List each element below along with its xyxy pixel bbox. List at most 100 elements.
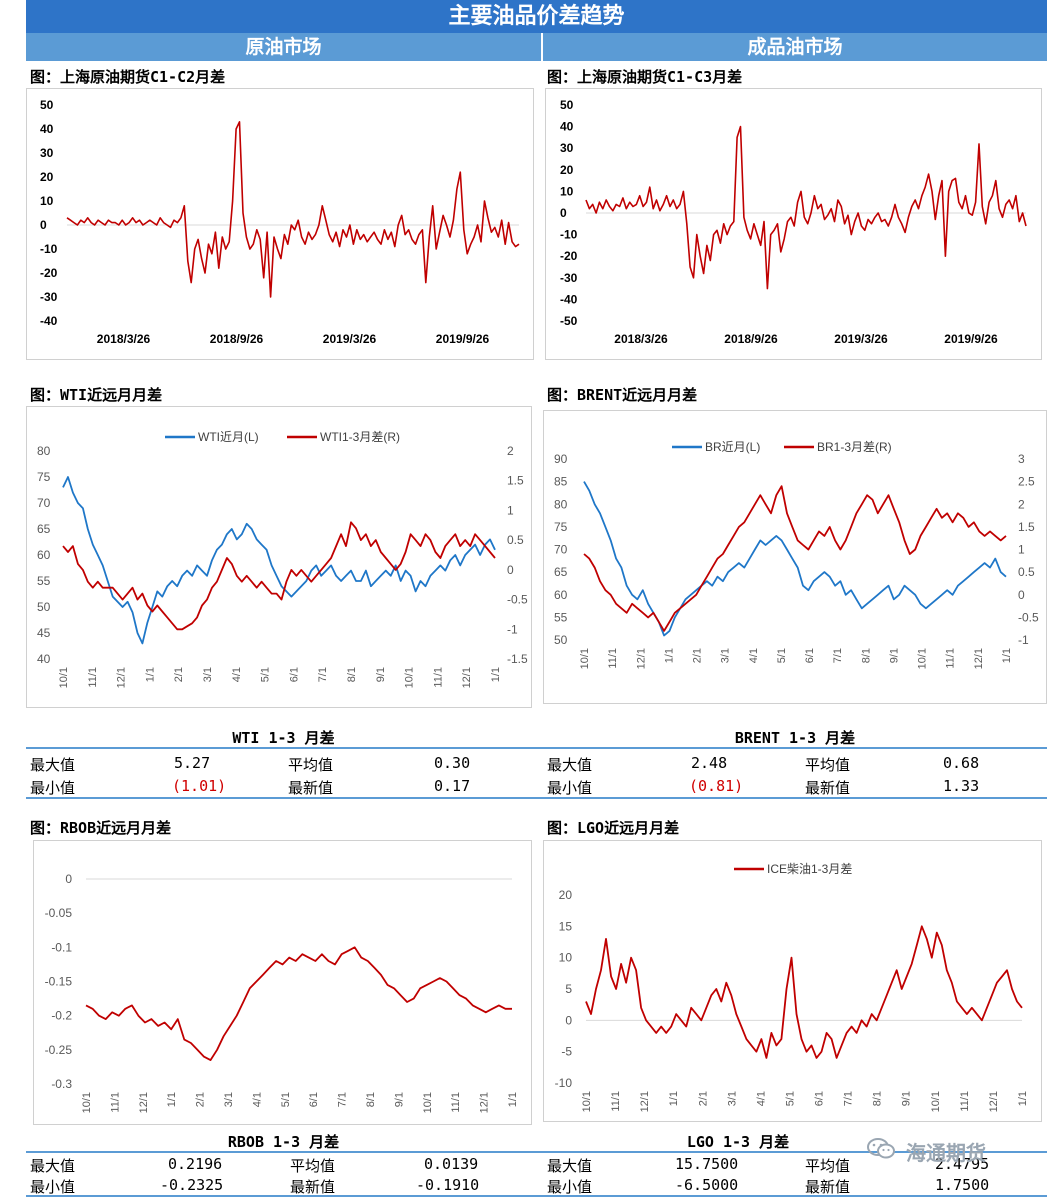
- x-tick-label: 1/1: [1017, 1091, 1029, 1106]
- y-tick-label: -5: [561, 1045, 572, 1059]
- divider: [26, 747, 1047, 749]
- y-tick-label: 30: [560, 141, 574, 155]
- x-tick-label: 7/1: [832, 648, 844, 663]
- y-tick-label: 90: [554, 452, 568, 466]
- x-tick-label: 8/1: [872, 1091, 884, 1106]
- y-tick-label: -20: [560, 249, 578, 263]
- label-min: 最小值: [30, 779, 76, 797]
- y-tick-label: 55: [554, 610, 568, 624]
- caption-lgo: 图：LGO近远月月差: [547, 819, 680, 837]
- y-tick-label: -0.1: [51, 940, 72, 954]
- series-line-1: [85, 946, 512, 1062]
- label-latest: 最新值: [288, 779, 334, 797]
- y-tick-label: 5: [565, 982, 572, 996]
- y-tick-label: -30: [40, 290, 58, 304]
- x-tick-label: 1/1: [144, 667, 156, 682]
- x-tick-label: 12/1: [988, 1091, 1000, 1112]
- value-avg: 2.4795: [935, 1155, 990, 1173]
- value-max: 5.27: [174, 754, 211, 772]
- x-tick-label: 12/1: [138, 1092, 150, 1113]
- x-tick-label: 3/1: [726, 1091, 738, 1106]
- y-tick-label: -30: [560, 271, 578, 285]
- y-tick-label: 75: [37, 470, 51, 484]
- divider: [26, 1151, 1047, 1153]
- x-tick-label: 4/1: [755, 1091, 767, 1106]
- x-tick-label: 1/1: [166, 1092, 178, 1107]
- x-tick-label: 12/1: [116, 667, 128, 688]
- y2-tick-label: 1.5: [507, 474, 524, 488]
- x-tick-label: 5/1: [260, 667, 272, 682]
- label-latest: 最新值: [290, 1178, 336, 1196]
- stats-row-brent-1: 最大值 2.48 平均值 0.68: [547, 754, 1042, 774]
- value-latest: 0.17: [434, 777, 471, 795]
- x-tick-label: 1/1: [668, 1091, 680, 1106]
- x-tick-label: 11/1: [87, 667, 99, 688]
- x-tick-label: 9/1: [901, 1091, 913, 1106]
- section-header-crude: 原油市场: [26, 33, 541, 61]
- x-tick-label: 2/1: [697, 1091, 709, 1106]
- y-tick-label: -0.25: [45, 1043, 73, 1057]
- y-tick-label: 65: [554, 565, 568, 579]
- y-tick-label: -10: [40, 242, 58, 256]
- label-max: 最大值: [30, 756, 76, 774]
- x-tick-label: 1/1: [1001, 648, 1013, 663]
- x-tick-label: 10/1: [58, 667, 70, 688]
- chart-wti: 80 75 70 65 60 55 50 45 40 2 1.5 1 0.5 0 -0.5 -1 -1.5 10/…: [37, 430, 528, 688]
- y2-tick-label: 0: [507, 563, 514, 577]
- y2-tick-label: 1.5: [1018, 520, 1035, 534]
- x-tick-label: 2019/9/26: [944, 332, 998, 346]
- label-max: 最大值: [547, 1157, 593, 1175]
- series-line-2: [583, 485, 1007, 632]
- x-tick-label: 2/1: [173, 667, 185, 682]
- y-tick-label: -0.05: [45, 906, 73, 920]
- stats-title-rbob: RBOB 1-3 月差: [227, 1133, 340, 1151]
- x-tick-label: 2018/3/26: [97, 332, 151, 346]
- y2-tick-label: 2: [507, 444, 514, 458]
- y2-tick-label: 0.5: [507, 533, 524, 547]
- x-tick-label: 11/1: [432, 667, 444, 688]
- x-tick-label: 7/1: [843, 1091, 855, 1106]
- chart-panel-rbob: 0 -0.05 -0.1 -0.15 -0.2 -0.25 -0.3 10/1 11/1 12/1…: [33, 840, 532, 1125]
- label-avg: 平均值: [805, 756, 851, 774]
- x-tick-label: 2019/9/26: [436, 332, 490, 346]
- x-tick-label: 10/1: [917, 648, 929, 669]
- y-tick-label: 40: [37, 652, 51, 666]
- y-tick-label: 10: [560, 184, 574, 198]
- stats-row-rbob-2: 最小值 -0.2325 最新值 -0.1910: [30, 1176, 540, 1196]
- x-tick-label: 9/1: [393, 1092, 405, 1107]
- x-tick-label: 3/1: [223, 1092, 235, 1107]
- caption-rbob: 图：RBOB近远月月差: [30, 819, 172, 837]
- x-tick-label: 10/1: [930, 1091, 942, 1112]
- section-header-products: 成品油市场: [543, 33, 1047, 61]
- x-tick-label: 11/1: [945, 648, 957, 669]
- y-tick-label: -10: [560, 228, 578, 242]
- y2-tick-label: 2.5: [1018, 475, 1035, 489]
- y-tick-label: 40: [560, 120, 574, 134]
- label-max: 最大值: [547, 756, 593, 774]
- value-latest: -0.1910: [416, 1176, 480, 1194]
- stats-row-rbob-1: 最大值 0.2196 平均值 0.0139: [30, 1155, 540, 1175]
- y2-tick-label: -0.5: [507, 593, 528, 607]
- chart-panel-brent: 90 85 80 75 70 65 60 55 50 3 2.5 2 1.5 1 0.5 0 -0.5 -1 10/…: [543, 410, 1047, 704]
- legend-label: BR近月(L): [705, 440, 760, 454]
- stats-title-brent: BRENT 1-3 月差: [734, 729, 856, 747]
- x-tick-label: 2/1: [195, 1092, 207, 1107]
- label-min: 最小值: [547, 779, 593, 797]
- caption-sc13: 图：上海原油期货C1-C3月差: [547, 68, 743, 86]
- y-tick-label: 0: [565, 1013, 572, 1027]
- y-tick-label: 50: [560, 98, 574, 112]
- x-tick-label: 12/1: [639, 1091, 651, 1112]
- legend-label: BR1-3月差(R): [817, 440, 892, 454]
- chart-panel-sc13: 50 40 30 20 10 0 -10 -20 -30 -40 -50 2018/3/26 2018/…: [545, 88, 1042, 360]
- legend-label: WTI近月(L): [198, 430, 259, 444]
- x-tick-label: 10/1: [581, 1091, 593, 1112]
- label-avg: 平均值: [805, 1157, 851, 1175]
- x-tick-label: 9/1: [888, 648, 900, 663]
- x-tick-label: 3/1: [202, 667, 214, 682]
- y-tick-label: 15: [559, 919, 573, 933]
- caption-brent: 图：BRENT近远月月差: [547, 386, 698, 404]
- x-tick-label: 2019/3/26: [834, 332, 888, 346]
- stats-title-wti: WTI 1-3 月差: [232, 729, 335, 747]
- x-tick-label: 3/1: [720, 648, 732, 663]
- y-tick-label: 50: [37, 600, 51, 614]
